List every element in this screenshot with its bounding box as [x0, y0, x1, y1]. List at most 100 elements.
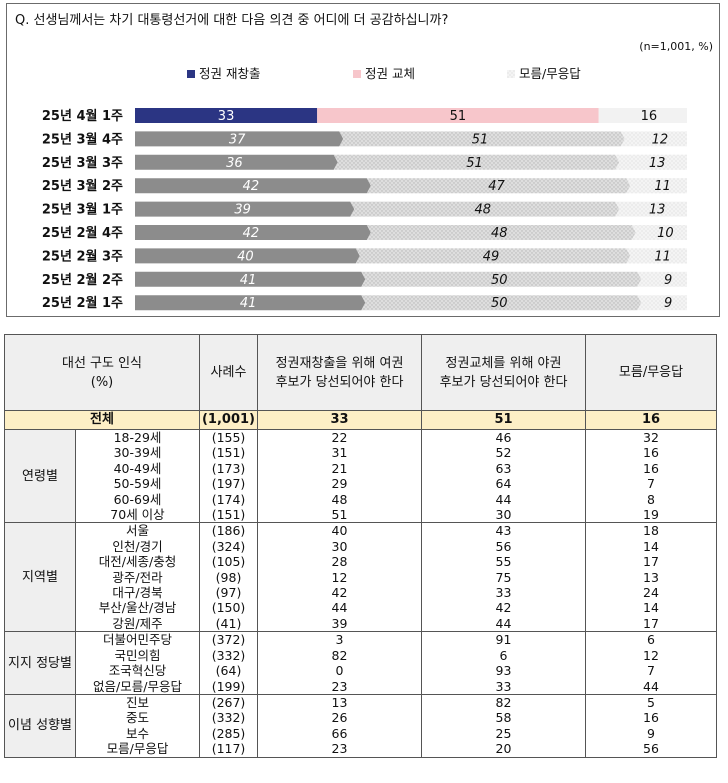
data-label: 48 [474, 203, 491, 218]
row-value-2: 20 [421, 741, 586, 758]
row-value-2: 55 [421, 554, 586, 570]
row-value-2: 42 [421, 600, 586, 616]
header-group-label: 대선 구도 인식 [61, 355, 143, 371]
total-v1: 33 [257, 410, 422, 430]
row-value-3: 17 [585, 554, 717, 570]
row-sample: (324) [199, 538, 258, 555]
row-value-3: 12 [585, 647, 717, 664]
row-value-3: 7 [585, 476, 717, 492]
row-sample: (151) [199, 507, 258, 524]
table-row: 50-59세 (197) 29 64 7 [5, 476, 717, 492]
row-label: 40-49세 [113, 460, 162, 476]
bar-segment-unknown [631, 225, 687, 240]
data-label: 50 [491, 273, 508, 288]
row-value-2: 30 [421, 507, 586, 524]
group-label: 연령별 [4, 428, 76, 524]
header-sample: 사례수 [199, 334, 258, 411]
category-label: 25년 2월 1주 [42, 295, 123, 311]
row-label: 중도 [125, 710, 149, 726]
data-label: 11 [654, 179, 671, 194]
row-label: 18-29세 [75, 429, 200, 446]
row-value-2: 33 [421, 585, 586, 601]
category-label: 25년 3월 1주 [42, 202, 123, 218]
table-row: 40-49세 (173) 21 63 16 [5, 460, 717, 477]
bar-segment-regime-change [333, 154, 620, 170]
table-row: 국민의힘 (332) 82 6 12 [5, 647, 717, 664]
row-value-3: 7 [585, 663, 717, 679]
bar-segment-reelection [135, 225, 371, 240]
row-sample: (150) [199, 600, 258, 616]
header-col1: 정권재창출을 위해 여권 후보가 당선되어야 한다 [257, 334, 422, 411]
data-label: 40 [237, 249, 254, 264]
row-label: 강원/제주 [75, 615, 200, 633]
category-label: 25년 2월 2주 [42, 272, 123, 288]
total-n: (1,001) [199, 410, 258, 430]
row-value-1: 48 [257, 491, 422, 508]
total-v3: 16 [585, 410, 717, 430]
row-label: 60-69세 [113, 491, 162, 507]
bar-segment-unknown [615, 154, 687, 170]
data-label: 12 [652, 132, 669, 147]
data-label: 47 [488, 179, 505, 194]
row-label: 광주/전라 [112, 569, 163, 585]
bar-segment-reelection [135, 131, 344, 147]
row-sample: (197) [199, 476, 258, 492]
row-label: 30-39세 [113, 445, 162, 461]
row-sample: (285) [199, 725, 258, 742]
bar-area: 25년 4월 1주 33 51 16 25년 3월 4주 37 51 12 25년 3월 3주 3… [42, 108, 687, 311]
row-value-1: 66 [257, 725, 422, 742]
bar-segment-unknown [598, 108, 687, 123]
row-value-1: 22 [257, 429, 422, 446]
legend-label-1: 정권 재창출 [199, 66, 260, 81]
row-value-3: 16 [585, 445, 717, 461]
row-value-1: 51 [257, 507, 422, 524]
row-value-2: 33 [421, 678, 586, 695]
bar-segment-regime-change [366, 225, 636, 240]
table-body: 전체 (1,001) 33 51 16 연령별 18-29세 (155) 22 46 32… [4, 410, 717, 758]
row-sample: (186) [199, 522, 258, 539]
row-value-3: 14 [585, 600, 717, 616]
bar-segment-regime-change [339, 131, 625, 147]
data-label: 13 [649, 156, 666, 171]
row-sample: (174) [199, 491, 258, 508]
row-value-1: 3 [257, 631, 422, 648]
bar-segment-unknown [620, 131, 687, 147]
row-value-3: 16 [585, 460, 717, 477]
bar-segment-reelection [135, 295, 366, 311]
bar-segment-unknown [637, 271, 687, 287]
data-label: 13 [649, 203, 666, 218]
table-row: 모름/무응답 (117) 23 20 56 [5, 741, 717, 758]
row-sample: (199) [199, 678, 258, 695]
data-label: 9 [664, 273, 672, 288]
chart-legend: 정권 재창출 정권 교체 모름/무응답 [187, 66, 581, 81]
row-value-1: 40 [257, 522, 422, 539]
category-label: 25년 4월 1주 [42, 108, 123, 124]
data-label: 42 [243, 226, 260, 241]
row-label: 보수 [125, 725, 149, 741]
legend-label-3: 모름/무응답 [519, 66, 581, 81]
bar-segment-unknown [626, 248, 687, 264]
table-row: 강원/제주 (41) 39 44 17 [5, 615, 717, 633]
bar-segment-regime-change [355, 248, 631, 264]
row-value-3: 6 [585, 631, 717, 648]
row-value-3: 5 [585, 693, 717, 711]
bar-segment-unknown [615, 201, 687, 217]
row-value-3: 14 [585, 538, 717, 555]
row-value-1: 23 [257, 741, 422, 758]
row-value-1: 44 [257, 600, 422, 616]
table-row: 대전/세종/충청 (105) 28 55 17 [5, 554, 717, 570]
row-value-1: 23 [257, 678, 422, 695]
table-row: 조국혁신당 (64) 0 93 7 [5, 663, 717, 679]
row-value-3: 13 [585, 569, 717, 586]
row-value-2: 63 [421, 460, 586, 477]
table-row: 이념 성향별 진보 (267) 13 82 5 [4, 693, 717, 758]
row-sample: (332) [199, 647, 258, 664]
row-label: 대전/세종/충청 [98, 554, 177, 570]
row-label: 국민의힘 [114, 647, 161, 663]
bar-segment-reelection [135, 201, 355, 217]
row-value-3: 56 [585, 741, 717, 758]
data-label: 36 [226, 156, 243, 171]
row-value-1: 39 [257, 615, 422, 633]
row-value-2: 44 [421, 615, 586, 633]
total-v2: 51 [421, 410, 586, 430]
